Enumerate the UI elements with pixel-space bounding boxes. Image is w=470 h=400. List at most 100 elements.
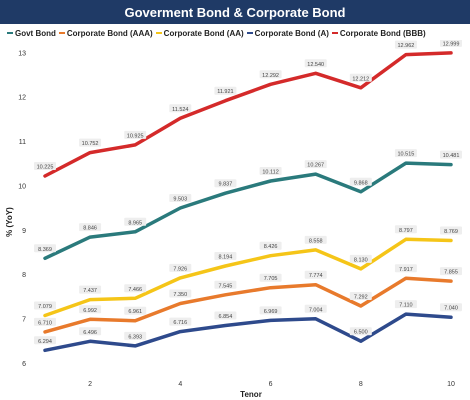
data-label: 8.426 (264, 244, 278, 250)
data-label-bg (349, 292, 372, 300)
data-label: 10.112 (262, 170, 278, 176)
series-line-3 (43, 312, 453, 353)
data-label-bg (349, 73, 372, 82)
y-axis-ticks: 6 7 8 9 10 11 12 13 (18, 50, 26, 367)
line-chart: 6 7 8 9 10 11 12 13 2 4 6 8 10 8.369 8.846 8.965 9.503… (5, 40, 462, 399)
data-label: 8.558 (309, 238, 323, 244)
data-label-bg (34, 162, 56, 170)
data-label-bg (394, 300, 417, 309)
data-label: 7.917 (399, 267, 413, 273)
data-label-bg (169, 194, 192, 202)
data-label: 7.855 (444, 270, 458, 276)
x-tick-label: 6 (269, 381, 273, 388)
data-label-bg (214, 179, 237, 188)
data-label: 9.503 (173, 197, 187, 203)
data-label: 8.965 (128, 220, 142, 226)
data-label-bg (394, 40, 417, 49)
legend: Govt Bond Corporate Bond (AAA) Corporate… (4, 26, 426, 40)
data-label: 12.292 (262, 73, 279, 79)
data-label-bg (259, 167, 282, 175)
data-label-bg (214, 280, 237, 289)
data-label-bg (214, 311, 237, 320)
data-label-bg (259, 241, 282, 250)
data-label-bg (440, 267, 462, 276)
data-label: 10.481 (443, 153, 460, 159)
data-label-bg (394, 264, 417, 273)
data-label: 9.868 (354, 180, 368, 186)
y-tick-label: 8 (22, 272, 26, 279)
data-label: 6.496 (83, 330, 97, 336)
data-label: 7.545 (219, 283, 233, 289)
y-tick-label: 10 (18, 183, 26, 190)
data-label-bg (169, 317, 192, 326)
x-tick-label: 8 (359, 381, 363, 388)
legend-swatch (331, 32, 338, 34)
data-label-bg (349, 177, 372, 186)
data-label-bg (169, 263, 192, 272)
data-label-bg (304, 270, 327, 279)
chart-title: Goverment Bond & Corporate Bond (0, 0, 470, 24)
data-label-bg (124, 306, 147, 315)
legend-label: Corporate Bond (AA) (163, 28, 244, 38)
data-label: 10.752 (82, 141, 99, 147)
data-label-bg (259, 70, 282, 79)
legend-item-govt-bond: Govt Bond (7, 29, 56, 38)
data-label: 8.130 (354, 257, 368, 263)
data-label-bg (214, 86, 237, 95)
data-label-bg (169, 289, 192, 298)
data-label: 8.369 (38, 247, 52, 253)
data-label: 12.962 (397, 43, 414, 49)
y-tick-label: 6 (22, 361, 26, 368)
data-label-bg (304, 235, 327, 244)
data-label: 11.921 (217, 89, 233, 95)
data-label: 7.437 (83, 288, 97, 294)
data-label-bg (304, 304, 327, 313)
legend-item-corporate-bond-a: Corporate Bond (A) (246, 28, 329, 38)
data-label-bg (79, 285, 102, 294)
data-label-bg (79, 223, 102, 232)
data-label: 7.004 (309, 307, 323, 313)
data-label: 7.350 (173, 292, 187, 298)
data-label-bg (34, 301, 56, 310)
data-label-bg (394, 149, 417, 158)
data-label-bg (440, 150, 462, 159)
legend-swatch (246, 32, 253, 34)
data-label: 7.110 (399, 303, 412, 309)
data-label: 6.969 (264, 309, 278, 315)
data-label: 7.292 (354, 295, 368, 301)
data-label: 6.961 (128, 309, 142, 315)
data-labels: 8.369 8.846 8.965 9.503 9.837 10.112 10.267 9.8… (34, 40, 462, 345)
legend-swatch (155, 32, 162, 34)
data-label-bg (259, 273, 282, 282)
legend-label: Corporate Bond (A) (254, 28, 329, 38)
data-label-bg (440, 226, 462, 235)
data-label: 8.194 (219, 255, 233, 261)
data-label-bg (394, 225, 417, 234)
x-tick-label: 4 (178, 381, 182, 388)
x-tick-label: 10 (447, 381, 455, 388)
data-label-bg (79, 305, 102, 314)
data-label-bg (349, 327, 372, 336)
data-label-bg (169, 104, 192, 113)
data-label-bg (34, 244, 56, 253)
data-label: 6.854 (219, 314, 233, 320)
data-label: 7.774 (309, 273, 323, 279)
data-label: 10.925 (127, 133, 144, 139)
data-label: 10.267 (307, 163, 324, 169)
data-label: 8.769 (444, 229, 458, 235)
data-label-bg (440, 303, 462, 312)
data-label: 7.079 (38, 304, 52, 310)
data-label-bg (124, 284, 147, 293)
series-line-4 (43, 51, 453, 178)
data-label: 9.837 (219, 182, 233, 188)
x-axis-ticks: 2 4 6 8 10 (88, 381, 455, 388)
y-axis-label: % (YoY) (5, 207, 14, 237)
data-label-bg (124, 331, 147, 340)
legend-label: Govt Bond (15, 28, 56, 38)
data-label: 10.225 (37, 165, 54, 171)
data-label-bg (304, 160, 327, 169)
legend-swatch (58, 32, 65, 34)
y-tick-label: 9 (22, 228, 26, 235)
y-tick-label: 7 (22, 316, 26, 323)
data-label: 12.212 (352, 76, 369, 82)
